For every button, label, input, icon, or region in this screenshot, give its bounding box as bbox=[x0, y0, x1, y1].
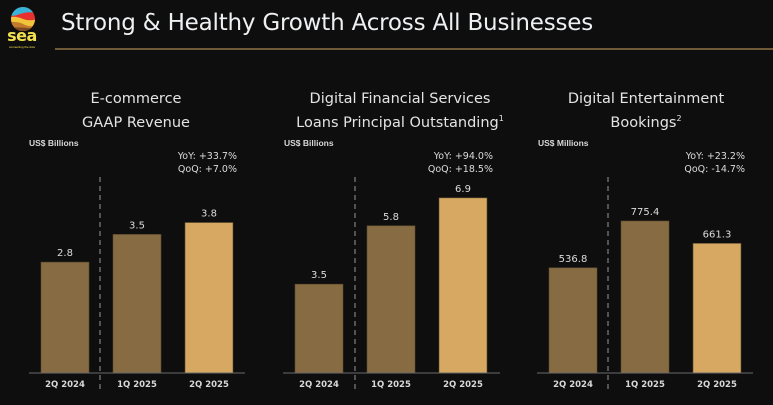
title-divider bbox=[55, 48, 773, 50]
unit-label: US$ Billions bbox=[284, 138, 334, 148]
unit-label: US$ Billions bbox=[29, 138, 79, 148]
value-label: 3.5 bbox=[311, 270, 327, 281]
footnote-marker: 2 bbox=[676, 114, 682, 123]
footnote-marker: 1 bbox=[498, 114, 504, 123]
value-label: 3.5 bbox=[129, 220, 145, 231]
panel-title-dfs: Digital Financial Services Loans Princip… bbox=[290, 89, 510, 133]
category-label: 2Q 2024 bbox=[553, 380, 593, 390]
panel-title-line1: Digital Financial Services bbox=[309, 91, 491, 107]
panel-title-line2: Bookings bbox=[610, 115, 677, 131]
value-label: 661.3 bbox=[703, 229, 732, 240]
logo-tagline: connecting the dots bbox=[8, 45, 36, 49]
value-label: 536.8 bbox=[559, 254, 588, 265]
yoy-growth: YoY: +23.2% bbox=[685, 151, 745, 162]
category-label: 1Q 2025 bbox=[371, 380, 411, 390]
category-label: 1Q 2025 bbox=[117, 380, 157, 390]
bar-1q-2025 bbox=[366, 225, 416, 374]
unit-label: US$ Millions bbox=[538, 138, 589, 148]
panel-title-entertainment: Digital Entertainment Bookings2 bbox=[556, 89, 736, 133]
bar-2q-2025 bbox=[438, 197, 488, 374]
qoq-growth: QoQ: -14.7% bbox=[684, 163, 745, 175]
bar-2q-2024 bbox=[40, 261, 90, 374]
page-title: Strong & Healthy Growth Across All Busin… bbox=[61, 10, 594, 36]
panel-title-line1: E-commerce bbox=[90, 91, 182, 107]
bar-1q-2025 bbox=[112, 234, 162, 374]
bar-2q-2024 bbox=[548, 267, 598, 374]
value-label: 2.8 bbox=[57, 248, 73, 259]
value-label: 6.9 bbox=[455, 184, 471, 195]
bar-2q-2025 bbox=[692, 243, 742, 374]
growth-rates: YoY: +94.0% QoQ: +18.5% bbox=[428, 151, 493, 176]
panel-title-line1: Digital Entertainment bbox=[567, 91, 725, 107]
yoy-growth: YoY: +33.7% bbox=[177, 151, 237, 162]
qoq-growth: QoQ: +18.5% bbox=[427, 163, 493, 175]
growth-rates: YoY: +33.7% QoQ: +7.0% bbox=[178, 151, 237, 176]
category-label: 2Q 2024 bbox=[45, 380, 85, 390]
panel-title-line2: Loans Principal Outstanding bbox=[296, 115, 499, 131]
category-label: 2Q 2025 bbox=[697, 380, 737, 390]
category-label: 1Q 2025 bbox=[625, 380, 665, 390]
category-label: 2Q 2025 bbox=[189, 380, 229, 390]
panel-title-line2: GAAP Revenue bbox=[82, 115, 190, 131]
logo-wordmark: sea bbox=[7, 26, 37, 45]
growth-rates: YoY: +23.2% QoQ: -14.7% bbox=[684, 151, 745, 176]
bar-2q-2024 bbox=[294, 283, 344, 374]
qoq-growth: QoQ: +7.0% bbox=[177, 163, 237, 175]
category-label: 2Q 2025 bbox=[443, 380, 483, 390]
value-label: 775.4 bbox=[631, 207, 660, 218]
bar-1q-2025 bbox=[620, 220, 670, 374]
value-label: 5.8 bbox=[383, 212, 399, 223]
panel-title-ecommerce: E-commerce GAAP Revenue bbox=[56, 89, 216, 133]
sea-logo-icon bbox=[11, 7, 35, 31]
category-label: 2Q 2024 bbox=[299, 380, 339, 390]
yoy-growth: YoY: +94.0% bbox=[433, 151, 493, 162]
value-label: 3.8 bbox=[201, 209, 217, 220]
